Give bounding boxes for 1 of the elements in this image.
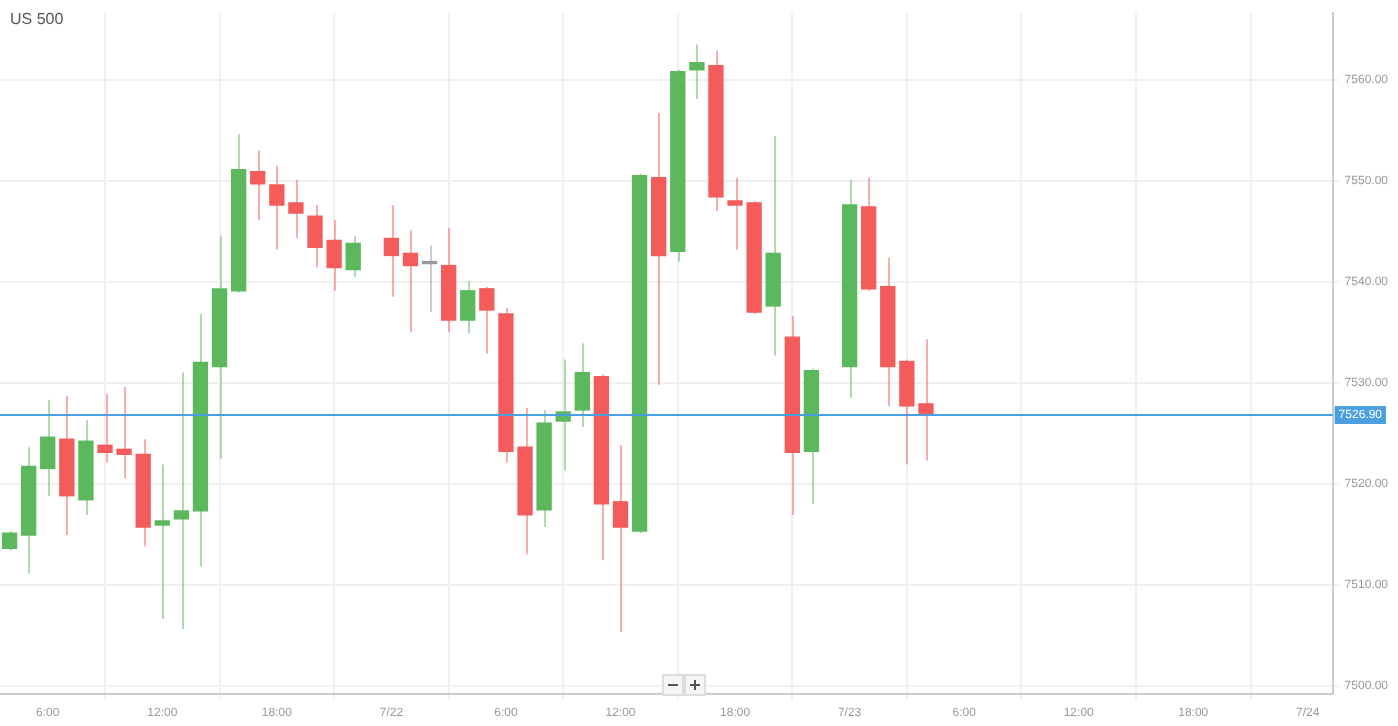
chart-title: US 500 — [10, 10, 64, 28]
